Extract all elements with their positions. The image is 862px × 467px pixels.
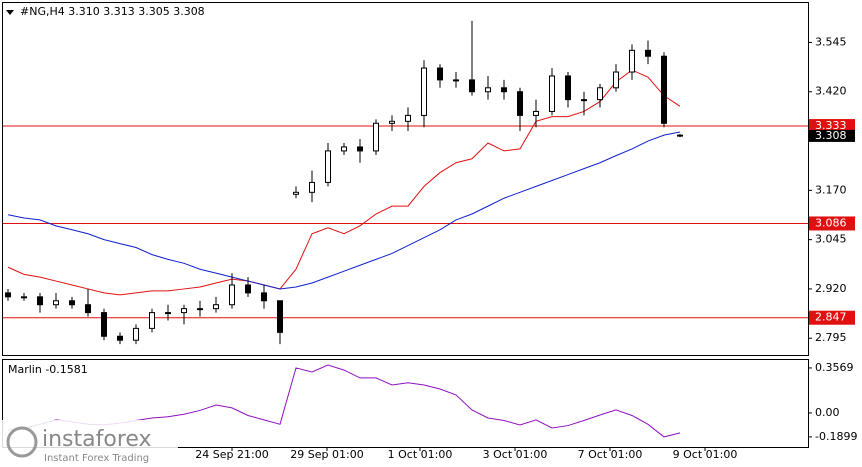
indicator-frame bbox=[2, 359, 809, 448]
candle-body bbox=[549, 75, 555, 112]
y-tick-label: 3.045 bbox=[815, 233, 847, 246]
level-label: 3.086 bbox=[815, 216, 847, 229]
candle-body bbox=[165, 312, 171, 315]
candle-body bbox=[197, 308, 203, 311]
level-label-box bbox=[809, 216, 855, 231]
level-label-box bbox=[809, 119, 855, 134]
candle-body bbox=[149, 312, 155, 329]
moving-average bbox=[7, 69, 681, 296]
x-tick-label: 9 Oct 01:00 bbox=[673, 448, 738, 461]
y-tick-label: 3.420 bbox=[815, 85, 847, 98]
x-tick-label: 29 Sep 01:00 bbox=[290, 448, 363, 461]
candle-body bbox=[341, 146, 347, 152]
candle-body bbox=[533, 110, 539, 116]
level-label: 3.333 bbox=[815, 119, 847, 132]
candle-body bbox=[645, 49, 651, 57]
candle-body bbox=[325, 150, 331, 183]
candle-body bbox=[677, 134, 683, 137]
indicator-title: Marlin -0.1581 bbox=[8, 363, 88, 376]
candle-body bbox=[53, 300, 59, 306]
logo: instaforex Instant Forex Trading bbox=[0, 420, 178, 467]
x-tick-label: 1 Oct 01:00 bbox=[388, 448, 453, 461]
candle-body bbox=[565, 75, 571, 101]
candle-body bbox=[357, 146, 363, 152]
candle-body bbox=[405, 114, 411, 122]
candle-body bbox=[261, 292, 267, 302]
candle-body bbox=[101, 312, 107, 337]
logo-icon bbox=[6, 426, 38, 458]
logo-name: instaforex bbox=[42, 427, 152, 452]
candle-body bbox=[581, 99, 587, 102]
candle-body bbox=[181, 308, 187, 314]
candle-body bbox=[469, 79, 475, 93]
level-label: 2.847 bbox=[815, 311, 847, 324]
last-price-box bbox=[809, 129, 855, 142]
x-tick-label: 3 Oct 01:00 bbox=[483, 448, 548, 461]
logo-backdrop bbox=[0, 420, 178, 467]
candle-body bbox=[613, 71, 619, 89]
candle-body bbox=[629, 49, 635, 73]
y-tick-label: 3.170 bbox=[815, 183, 847, 196]
menu-arrow bbox=[6, 10, 14, 15]
candle-body bbox=[437, 67, 443, 81]
candle-body bbox=[85, 304, 91, 314]
candle-body bbox=[245, 284, 251, 294]
candle-body bbox=[69, 300, 75, 306]
candle-body bbox=[117, 335, 123, 341]
candle-body bbox=[37, 296, 43, 306]
candle-body bbox=[373, 122, 379, 152]
candle-body bbox=[485, 87, 491, 93]
candle-body bbox=[661, 55, 667, 124]
moving-average bbox=[7, 131, 681, 290]
candle-body bbox=[453, 79, 459, 82]
y-tick-label: 3.545 bbox=[815, 35, 847, 48]
candle-body bbox=[389, 120, 395, 124]
last-price-label: 3.308 bbox=[815, 129, 847, 142]
candle-body bbox=[133, 327, 139, 341]
candle-body bbox=[229, 284, 235, 306]
logo-tagline: Instant Forex Trading bbox=[44, 453, 149, 464]
main-frame bbox=[2, 2, 809, 356]
candle-body bbox=[293, 191, 299, 195]
candle-body bbox=[597, 87, 603, 101]
level-label-box bbox=[809, 310, 855, 325]
candle-body bbox=[21, 296, 27, 299]
y-tick-label: 0.3569 bbox=[815, 361, 854, 374]
x-tick-label: 24 Sep 21:00 bbox=[195, 448, 268, 461]
candle-body bbox=[277, 300, 283, 333]
chart-title: #NG,H4 3.310 3.313 3.305 3.308 bbox=[20, 5, 205, 18]
y-tick-label: 2.795 bbox=[815, 331, 847, 344]
y-tick-label: -0.1899 bbox=[815, 430, 857, 443]
candle-body bbox=[517, 91, 523, 116]
candle-body bbox=[421, 67, 427, 116]
candle-body bbox=[213, 304, 219, 310]
candle-body bbox=[501, 87, 507, 93]
candle-body bbox=[309, 181, 315, 193]
y-tick-label: 2.920 bbox=[815, 282, 847, 295]
candle-body bbox=[5, 292, 11, 298]
x-tick-label: 7 Oct 01:00 bbox=[578, 448, 643, 461]
y-tick-label: 0.00 bbox=[815, 406, 840, 419]
